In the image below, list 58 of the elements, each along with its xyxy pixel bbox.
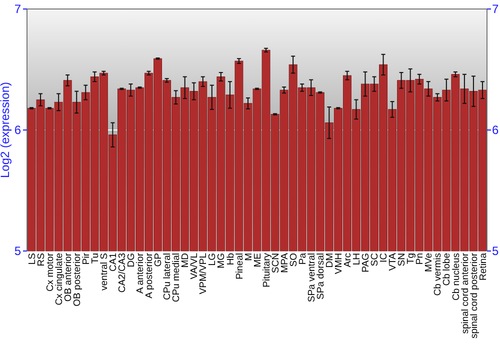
x-tick-label: SN (396, 252, 408, 266)
x-tick-label: VA/VL (189, 253, 200, 280)
x-tick-label: GP (153, 253, 164, 267)
x-tick-label: M (243, 252, 254, 261)
y2-tick-label: 5 (492, 244, 499, 258)
x-tick-label: Cb lobe (442, 253, 453, 286)
x-tick-label: SPa dorsal (315, 253, 326, 300)
x-tick-label: ventral S (98, 253, 110, 290)
x-tick-label: VPM/VPL (198, 253, 210, 294)
x-tick-label: Pn (414, 253, 426, 265)
y-tick-label: 7 (14, 2, 22, 16)
x-tick-label: spinal cord posterior (468, 253, 480, 339)
x-tick-label: Arc (342, 252, 354, 268)
x-tick-label: Pir (80, 253, 92, 265)
x-tick-label: CPu lateral (162, 253, 174, 300)
x-tick-label: DG (126, 253, 138, 268)
x-tick-label: LS (26, 253, 38, 265)
x-tick-label: MD (180, 252, 192, 268)
x-tick-label: Pituitary (261, 252, 272, 288)
x-tick-label: Tu (90, 253, 101, 264)
x-tick-label: DM (324, 252, 336, 268)
x-tick-label: RS (36, 253, 47, 266)
x-tick-label: OB posterior (72, 253, 83, 306)
x-tick-label: MVe (424, 253, 435, 272)
x-tick-label: Pineal (234, 253, 246, 280)
x-tick-label: Tg (406, 253, 417, 264)
x-tick-label: LG (207, 253, 218, 266)
x-tick-label: MG (216, 253, 228, 268)
y2-tick-label: 6 (492, 123, 499, 138)
x-tick-label: CA1 (108, 253, 120, 272)
x-tick-label: SPa ventral (306, 253, 318, 302)
x-tick-label: PAG (360, 253, 372, 272)
x-tick-label: Cb vermis (432, 252, 444, 296)
x-tick-label: MPA (279, 252, 290, 273)
x-tick-label: Cx motor (44, 253, 56, 292)
x-tick-label: A posterior (144, 253, 156, 298)
y-tick-label: 5 (14, 244, 22, 258)
x-tick-label: SC (370, 252, 381, 266)
x-tick-label: Cb nucleus (450, 252, 462, 301)
x-tick-label: IC (378, 252, 390, 262)
x-tick-label: CA2/CA3 (117, 253, 128, 293)
x-tick-label: Hb (225, 253, 236, 266)
x-tick-label: SCN (270, 252, 282, 274)
x-tick-label: Pa (297, 252, 308, 265)
x-tick-label: Retina (478, 252, 489, 280)
x-tick-label: VTA (388, 252, 399, 271)
x-tick-label: Cx cingulate (54, 253, 65, 306)
x-tick-label: CPu medial (171, 253, 182, 302)
x-tick-label: ME (252, 253, 264, 268)
x-tick-label: OB anterior (62, 253, 74, 302)
x-tick-label: SO (288, 253, 300, 267)
y2-tick-label: 7 (492, 2, 499, 16)
x-tick-label: A anterior (135, 253, 146, 294)
y-axis-title: Log2 (expression) (0, 82, 12, 178)
x-tick-label: spinal cord anterior (460, 253, 471, 334)
x-tick-label: LH (352, 252, 363, 266)
x-tick-label: VMH (334, 252, 344, 274)
y-tick-label: 6 (14, 123, 22, 138)
